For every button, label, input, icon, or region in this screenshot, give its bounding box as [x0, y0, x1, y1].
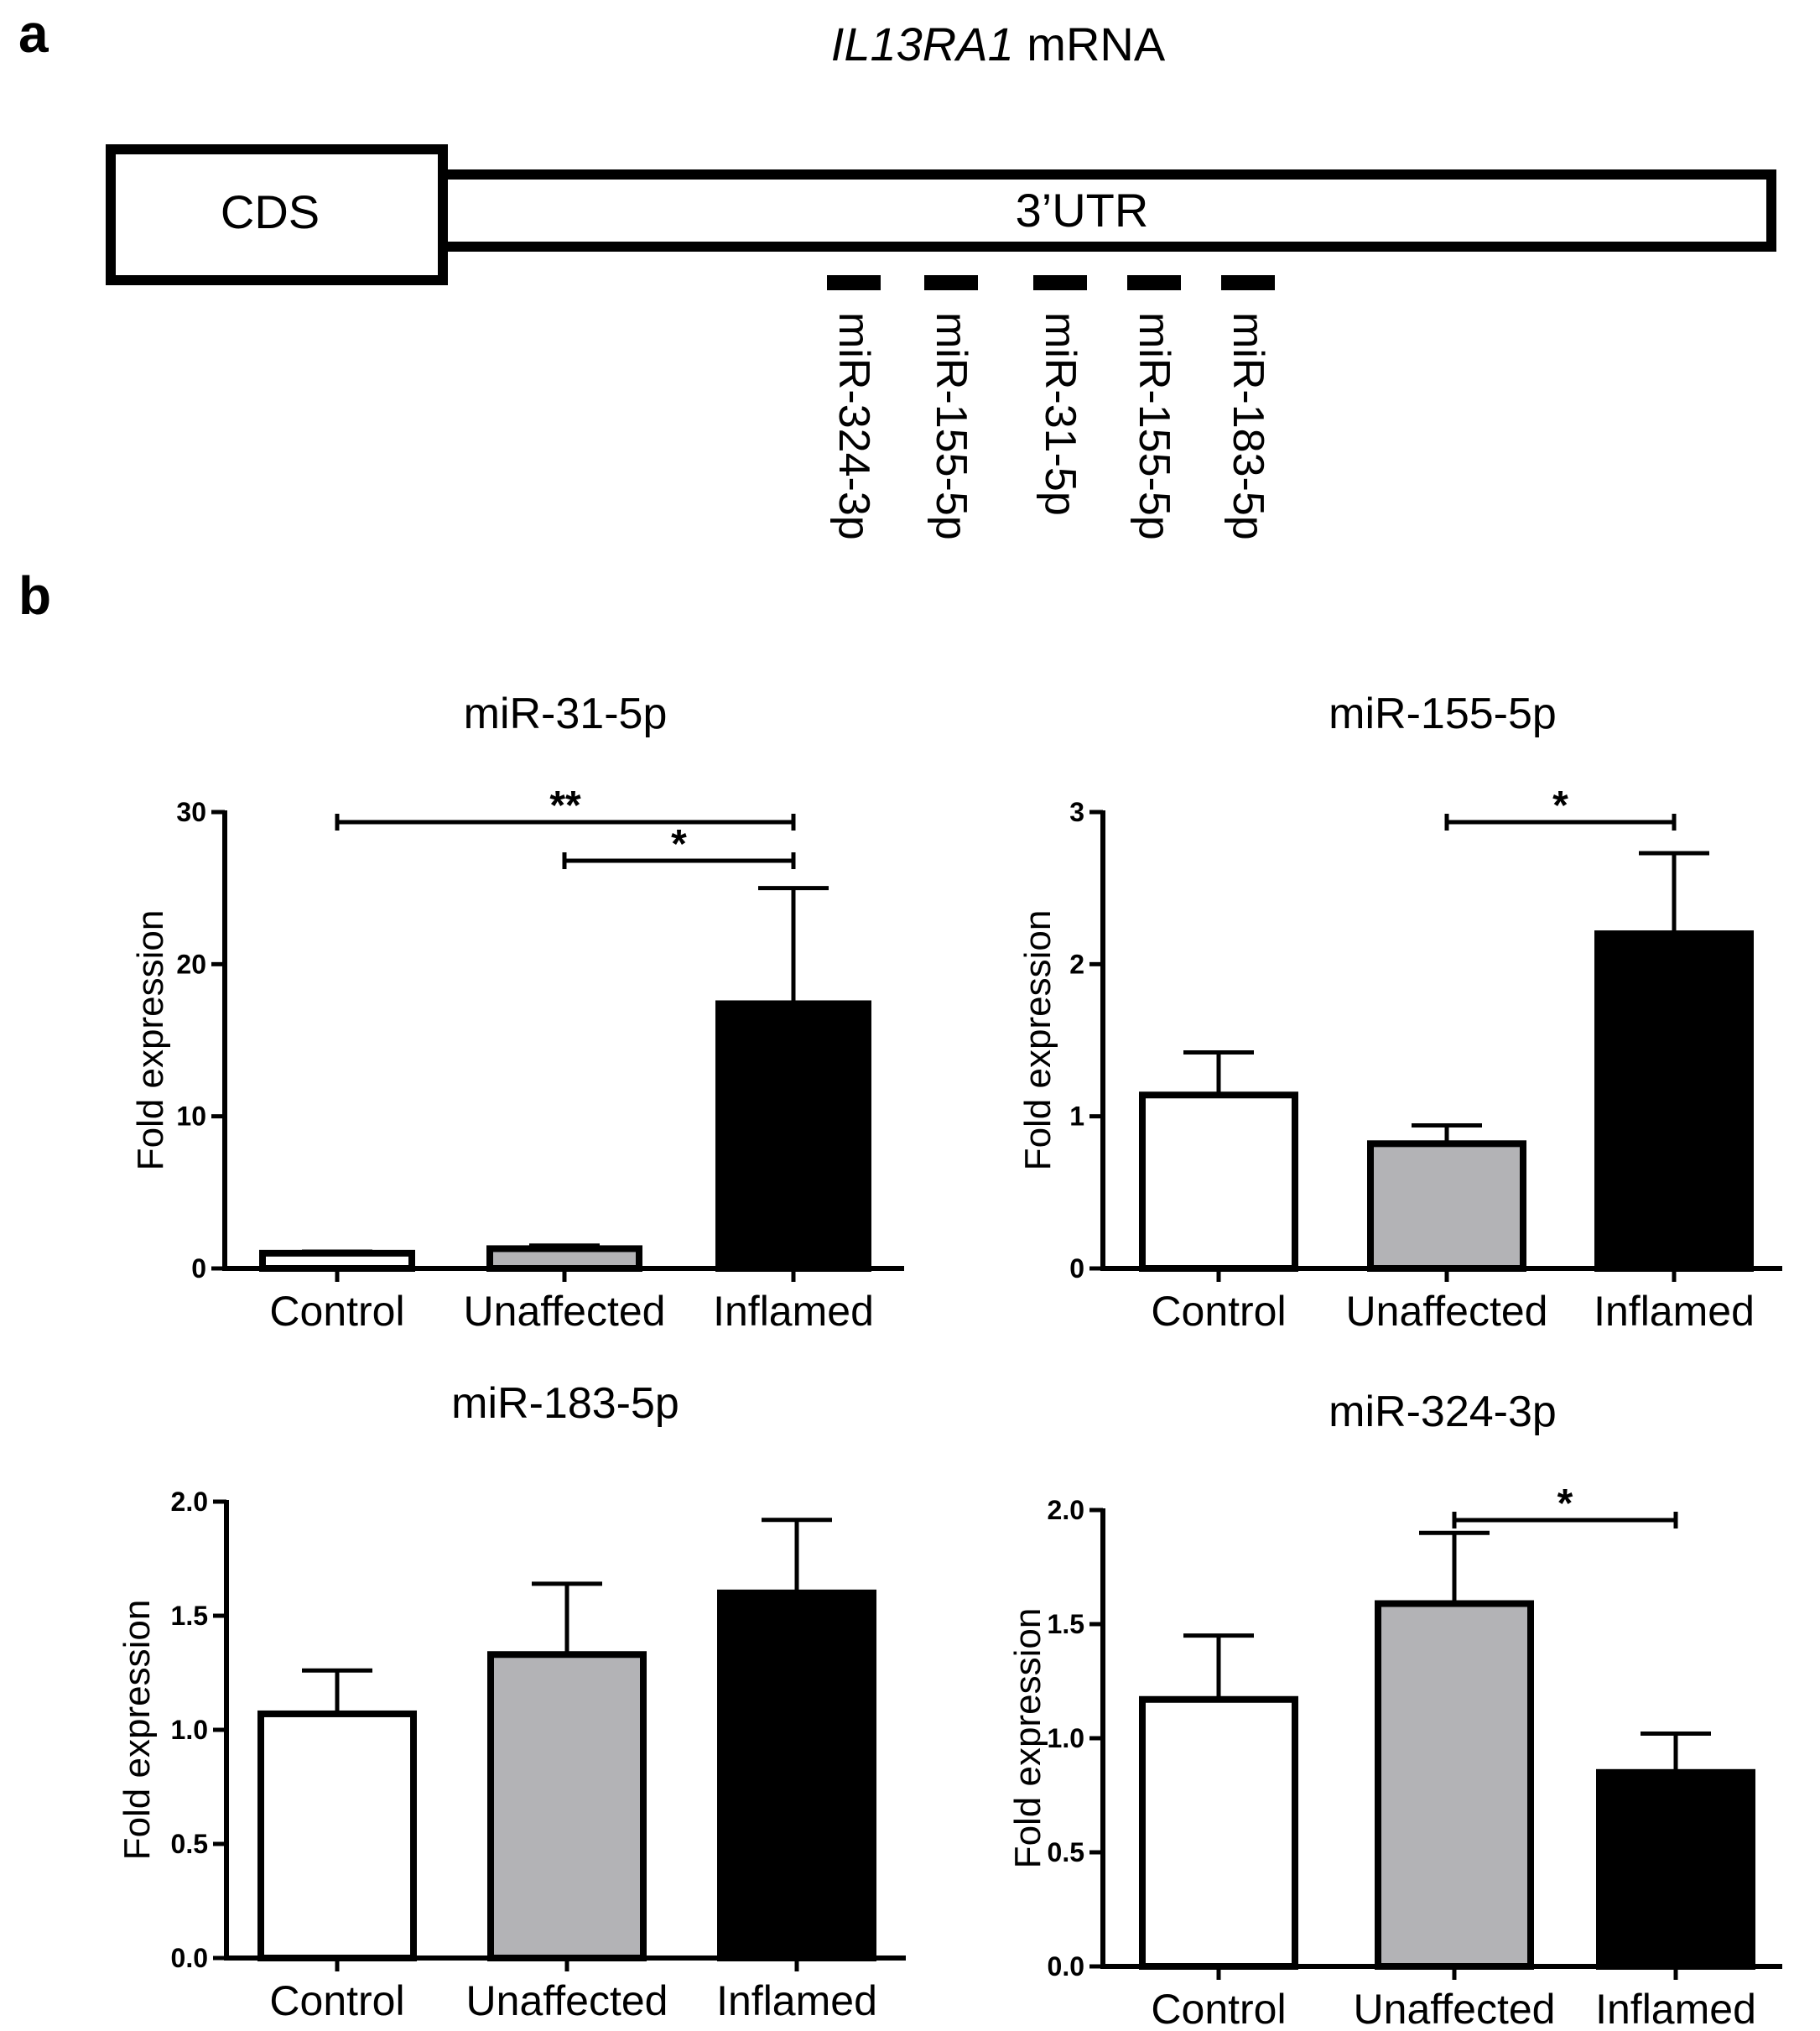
significance-label: * [671, 822, 687, 867]
chart-mir-324-3p: miR-324-3p Fold expression 0.0 0.5 1.0 1.5 2.0… [1007, 1388, 1782, 2031]
gene-title-rest: mRNA [1014, 18, 1166, 70]
bar-inflamed [1596, 1768, 1755, 1971]
bar-unaffected [487, 1651, 647, 1961]
binding-site-bar [924, 275, 978, 290]
y-tick-label: 0.5 [1048, 1837, 1084, 1867]
x-category-label: Control [269, 1977, 404, 2024]
y-tick-label: 20 [176, 949, 206, 979]
bar-unaffected [1375, 1600, 1534, 1971]
y-tick-label: 0.0 [171, 1943, 208, 1973]
binding-site-bar [827, 275, 881, 290]
y-tick-label: 30 [176, 797, 206, 827]
chart-mir-31-5p: miR-31-5p Fold expression 0 10 20 30 Control Un… [130, 690, 904, 1335]
y-tick-label: 2 [1069, 949, 1084, 979]
x-category-label: Control [269, 1288, 404, 1335]
binding-site-label: miR-155-5p [927, 312, 975, 540]
x-category-label: Inflamed [716, 1977, 877, 2024]
binding-site-label: miR-31-5p [1036, 312, 1084, 516]
y-tick-label: 0.5 [171, 1829, 208, 1859]
chart-mir-183-5p: miR-183-5p Fold expression 0.0 0.5 1.0 1.5 2.0… [117, 1379, 906, 2024]
chart-title: miR-155-5p [1329, 690, 1557, 738]
cds-label: CDS [221, 185, 320, 238]
x-category-label: Unaffected [1346, 1288, 1548, 1335]
x-category-label: Inflamed [1594, 1288, 1755, 1335]
x-category-label: Unaffected [464, 1288, 666, 1335]
binding-site-label: miR-155-5p [1130, 312, 1178, 540]
bar-inflamed [1594, 930, 1754, 1272]
significance-label: ** [549, 784, 581, 828]
significance-label: * [1552, 784, 1568, 828]
bar-inflamed [717, 1589, 876, 1962]
y-tick-label: 1.0 [1048, 1723, 1084, 1753]
y-tick-label: 2.0 [171, 1487, 208, 1517]
y-axis-label: Fold expression [117, 1600, 158, 1861]
y-tick-label: 0.0 [1048, 1951, 1084, 1982]
panel-b-letter: b [18, 565, 51, 626]
bar-control [257, 1710, 417, 1961]
chart-title: miR-31-5p [464, 690, 668, 738]
cds-box [106, 144, 448, 285]
bar-inflamed [715, 1000, 871, 1272]
bar-unaffected [1367, 1140, 1526, 1272]
y-tick-label: 10 [176, 1101, 206, 1132]
y-tick-label: 1.0 [171, 1715, 208, 1745]
x-category-label: Unaffected [466, 1977, 668, 2024]
binding-site-bar [1127, 275, 1181, 290]
panel-a-letter: a [18, 3, 49, 64]
bar-control [1139, 1091, 1298, 1273]
x-category-label: Inflamed [1595, 1986, 1756, 2031]
y-tick-label: 3 [1069, 797, 1084, 827]
x-category-label: Control [1151, 1986, 1286, 2031]
chart-title: miR-183-5p [451, 1379, 679, 1428]
x-category-label: Control [1151, 1288, 1286, 1335]
x-category-label: Inflamed [713, 1288, 874, 1335]
significance-label: * [1557, 1482, 1573, 1526]
utr-box [438, 169, 1776, 252]
gene-title: IL13RA1 mRNA [831, 18, 1166, 70]
binding-site-bar [1221, 275, 1275, 290]
y-axis-label: Fold expression [1017, 910, 1058, 1171]
binding-site-label: miR-324-3p [829, 312, 878, 540]
y-tick-label: 0 [1069, 1253, 1084, 1284]
y-tick-label: 1.5 [1048, 1609, 1084, 1639]
binding-site-bar [1033, 275, 1087, 290]
panel-a: a IL13RA1 mRNA CDS 3’UTR miR-324-3p miR-1… [18, 3, 1776, 540]
y-axis-label: Fold expression [130, 910, 171, 1171]
y-tick-label: 1.5 [171, 1601, 208, 1631]
y-tick-label: 2.0 [1048, 1495, 1084, 1525]
chart-title: miR-324-3p [1329, 1388, 1557, 1436]
binding-sites: miR-324-3p miR-155-5p miR-31-5p miR-155-5p m… [827, 275, 1275, 540]
y-axis-label: Fold expression [1007, 1608, 1048, 1869]
chart-mir-155-5p: miR-155-5p Fold expression 0 1 2 3 Control Unaf… [1017, 690, 1782, 1335]
bar-control [1139, 1695, 1298, 1970]
binding-site-label: miR-183-5p [1224, 312, 1272, 540]
bar-unaffected [486, 1245, 642, 1272]
y-tick-label: 1 [1069, 1101, 1084, 1132]
utr-label: 3’UTR [1016, 184, 1149, 237]
y-tick-label: 0 [191, 1253, 206, 1284]
x-category-label: Unaffected [1354, 1986, 1556, 2031]
gene-title-italic: IL13RA1 [831, 18, 1014, 70]
